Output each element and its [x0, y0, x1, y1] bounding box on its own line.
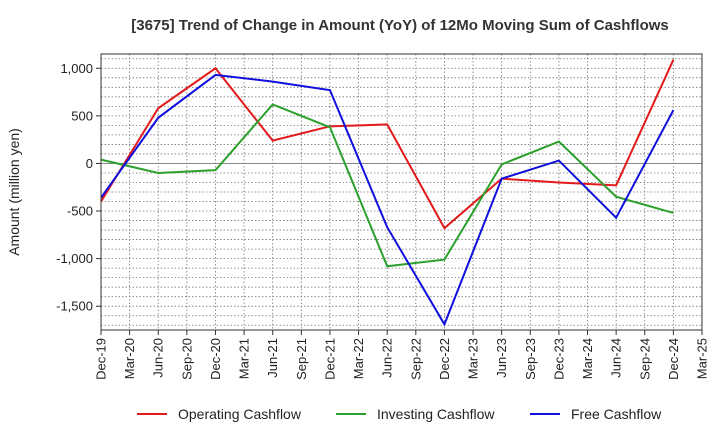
- series-lines: [100, 59, 675, 327]
- y-tick-label: -500: [67, 204, 93, 219]
- x-tick-label: Jun-21: [265, 338, 280, 378]
- grid-lines: [101, 54, 702, 330]
- plot-frame: [100, 53, 703, 331]
- y-tick-label: 1,000: [60, 61, 93, 76]
- x-tick-label: Dec-21: [322, 338, 337, 380]
- x-tick-label: Sep-24: [637, 338, 652, 380]
- series-line-free-cashflow: [100, 73, 675, 327]
- x-tick-label: Jun-22: [380, 338, 395, 378]
- x-tick-label: Mar-25: [695, 338, 710, 379]
- x-tick-label: Jun-24: [609, 338, 624, 378]
- x-tick-label: Sep-22: [408, 338, 423, 380]
- x-tick-label: Dec-22: [437, 338, 452, 380]
- y-tick-label: 0: [86, 156, 93, 171]
- x-tick-label: Dec-23: [551, 338, 566, 380]
- y-tick-label: -1,000: [56, 251, 93, 266]
- y-tick-label: -1,500: [56, 299, 93, 314]
- chart-title: [3675] Trend of Change in Amount (YoY) o…: [131, 17, 669, 34]
- x-tick-label: Jun-23: [494, 338, 509, 378]
- y-tick-labels: 1,000 500 0 -500 -1,000 -1,500: [56, 61, 101, 314]
- y-tick-label: 500: [71, 108, 93, 123]
- legend-label: Operating Cashflow: [178, 406, 302, 422]
- legend: Operating Cashflow Investing Cashflow Free…: [137, 406, 662, 422]
- legend-label: Free Cashflow: [571, 406, 662, 422]
- x-tick-label: Sep-23: [523, 338, 538, 380]
- series-line-operating-cashflow: [100, 59, 675, 230]
- x-tick-label: Mar-23: [466, 338, 481, 379]
- series-line-investing-cashflow: [100, 103, 674, 268]
- x-tick-label: Sep-21: [294, 338, 309, 380]
- x-tick-label: Mar-22: [351, 338, 366, 379]
- x-tick-label: Dec-20: [208, 338, 223, 380]
- x-tick-label: Dec-24: [666, 338, 681, 380]
- x-tick-label: Jun-20: [151, 338, 166, 378]
- legend-label: Investing Cashflow: [377, 406, 495, 422]
- x-tick-label: Mar-21: [237, 338, 252, 379]
- x-tick-label: Dec-19: [94, 338, 109, 380]
- y-axis-label: Amount (million yen): [6, 128, 22, 256]
- x-tick-label: Sep-20: [179, 338, 194, 380]
- x-tick-labels: Dec-19 Mar-20 Jun-20 Sep-20 Dec-20 Mar-21 Jun-…: [94, 330, 710, 380]
- x-tick-label: Mar-24: [580, 338, 595, 379]
- x-tick-label: Mar-20: [122, 338, 137, 379]
